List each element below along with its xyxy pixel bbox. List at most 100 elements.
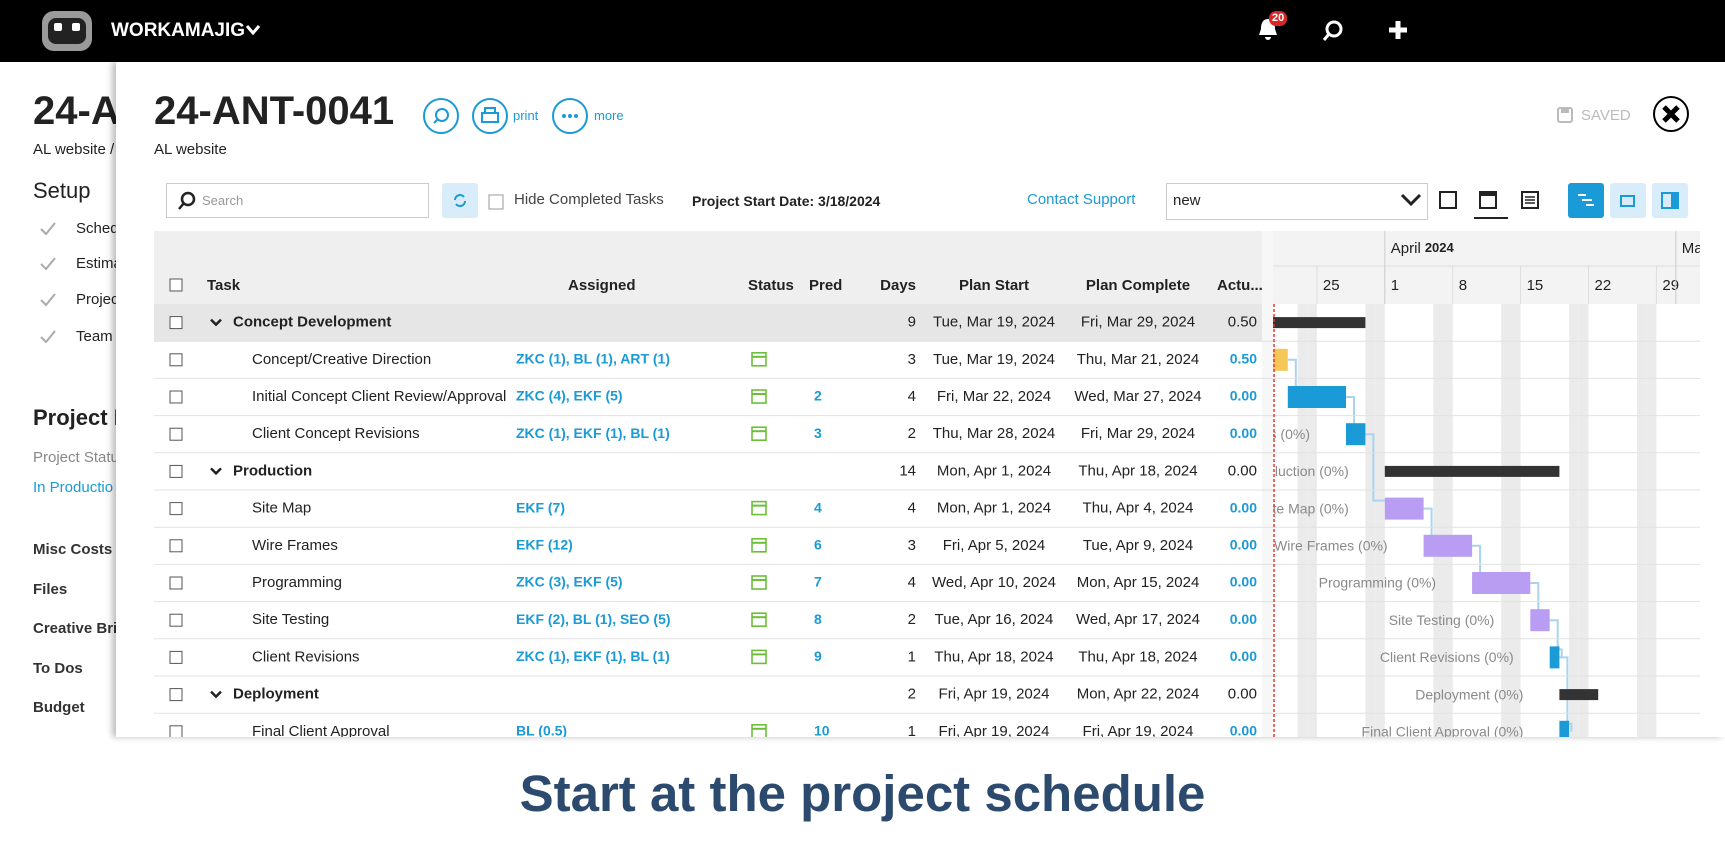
status-icon[interactable] (751, 352, 767, 367)
header-checkbox[interactable] (169, 278, 183, 292)
more-button[interactable] (552, 98, 588, 134)
assigned[interactable]: EKF (12) (516, 537, 573, 553)
view-table-only[interactable] (1439, 191, 1457, 209)
assigned[interactable]: ZKC (1), BL (1), ART (1) (516, 351, 670, 367)
setup-item[interactable]: Estima (76, 255, 122, 272)
task-bar[interactable] (1423, 534, 1473, 557)
plan-start: Tue, Apr 16, 2024 (935, 611, 1054, 628)
predecessor[interactable]: 8 (814, 611, 822, 627)
predecessor[interactable]: 3 (814, 425, 822, 441)
print-button[interactable] (472, 98, 508, 134)
gantt-view-button[interactable] (1568, 183, 1604, 218)
status-icon[interactable] (751, 612, 767, 628)
print-label[interactable]: print (513, 108, 539, 123)
window-view-button[interactable] (1610, 183, 1646, 218)
row-checkbox[interactable] (169, 464, 183, 478)
gantt-label: luction (0%) (1275, 463, 1349, 479)
assigned[interactable]: ZKC (1), EKF (1), BL (1) (516, 648, 670, 664)
setup-check (38, 254, 58, 278)
panel-view-button[interactable] (1652, 183, 1688, 218)
group-chevron[interactable] (210, 690, 222, 699)
sidebar-link[interactable]: Misc Costs (33, 541, 113, 558)
saved-status: SAVED (1581, 107, 1631, 124)
view-select-value[interactable]: new (1173, 192, 1201, 209)
group-bar[interactable] (1384, 465, 1560, 477)
view-list[interactable] (1521, 191, 1539, 209)
row-checkbox[interactable] (169, 353, 183, 367)
status-icon[interactable] (751, 500, 767, 516)
task-bar[interactable] (1259, 348, 1288, 371)
status-icon[interactable] (751, 649, 767, 665)
row-checkbox[interactable] (169, 688, 183, 702)
gantt-day-label: 8 (1459, 277, 1467, 294)
setup-item[interactable]: Sched (76, 220, 119, 237)
row-checkbox[interactable] (169, 316, 183, 330)
setup-item[interactable]: Projec (76, 291, 119, 308)
assigned[interactable]: EKF (2), BL (1), SEO (5) (516, 611, 671, 627)
brand-chevron[interactable] (245, 23, 261, 37)
assigned[interactable]: ZKC (1), EKF (1), BL (1) (516, 425, 670, 441)
group-chevron[interactable] (210, 318, 222, 327)
assigned[interactable]: EKF (7) (516, 499, 565, 515)
task-bar[interactable] (1549, 646, 1560, 669)
predecessor[interactable]: 9 (814, 648, 822, 664)
sidebar-link[interactable]: Creative Bri (33, 620, 118, 637)
row-checkbox[interactable] (169, 390, 183, 404)
brand[interactable]: WORKAMAJIG (111, 20, 246, 41)
task-bar[interactable] (1559, 720, 1570, 737)
row-checkbox[interactable] (169, 502, 183, 516)
row-checkbox[interactable] (169, 539, 183, 553)
plan-complete: Thu, Apr 4, 2024 (1083, 500, 1194, 517)
sidebar-link[interactable]: Budget (33, 699, 85, 716)
predecessor[interactable]: 4 (814, 499, 822, 515)
bg-status-value[interactable]: In Productio (33, 479, 114, 496)
predecessor[interactable]: 10 (814, 723, 830, 737)
logo[interactable] (40, 9, 94, 53)
actual: 0.00 (1230, 499, 1257, 515)
task-bar[interactable] (1472, 572, 1531, 594)
refresh-button[interactable] (442, 183, 478, 218)
contact-support[interactable]: Contact Support (1027, 191, 1136, 208)
hide-completed-label[interactable]: Hide Completed Tasks (514, 191, 664, 208)
status-icon[interactable] (751, 426, 767, 441)
group-chevron[interactable] (210, 467, 222, 476)
add-icon[interactable] (1387, 19, 1409, 41)
row-checkbox[interactable] (169, 576, 183, 590)
weekend-stripe (1501, 304, 1511, 737)
task-bar[interactable] (1384, 497, 1424, 520)
predecessor[interactable]: 6 (814, 537, 822, 553)
status-icon[interactable] (751, 575, 767, 590)
status-icon[interactable] (751, 389, 767, 404)
search-icon[interactable] (1321, 19, 1345, 43)
row-checkbox[interactable] (169, 613, 183, 627)
row-checkbox[interactable] (169, 650, 183, 664)
predecessor[interactable]: 2 (814, 388, 822, 404)
status-icon[interactable] (751, 537, 767, 553)
more-label[interactable]: more (594, 108, 624, 123)
setup-item[interactable]: Team (76, 328, 113, 345)
status-icon[interactable] (751, 723, 767, 737)
sidebar-link[interactable]: To Dos (33, 660, 83, 677)
view-select[interactable] (1166, 183, 1428, 220)
view-split[interactable] (1474, 191, 1508, 219)
assigned[interactable]: ZKC (3), EKF (5) (516, 574, 623, 590)
sidebar-link[interactable]: Files (33, 581, 68, 598)
predecessor[interactable]: 7 (814, 574, 822, 590)
close-button[interactable] (1652, 95, 1690, 133)
task-bar[interactable] (1530, 609, 1550, 632)
notification-badge[interactable]: 20 (1269, 11, 1288, 26)
setup-check (38, 327, 58, 351)
hide-completed-checkbox[interactable] (488, 194, 504, 210)
view-select-chevron[interactable] (1400, 192, 1422, 208)
task-bar[interactable] (1346, 423, 1366, 446)
plan-complete: Wed, Mar 27, 2024 (1074, 388, 1201, 405)
task-bar[interactable] (1287, 386, 1346, 408)
assigned[interactable]: BL (0.5) (516, 723, 567, 737)
search-box[interactable] (166, 183, 429, 218)
row-checkbox[interactable] (169, 427, 183, 441)
group-bar[interactable] (1259, 317, 1366, 329)
row-checkbox[interactable] (169, 725, 183, 737)
group-bar[interactable] (1559, 689, 1599, 701)
assigned[interactable]: ZKC (4), EKF (5) (516, 388, 623, 404)
search-button[interactable] (423, 98, 459, 134)
